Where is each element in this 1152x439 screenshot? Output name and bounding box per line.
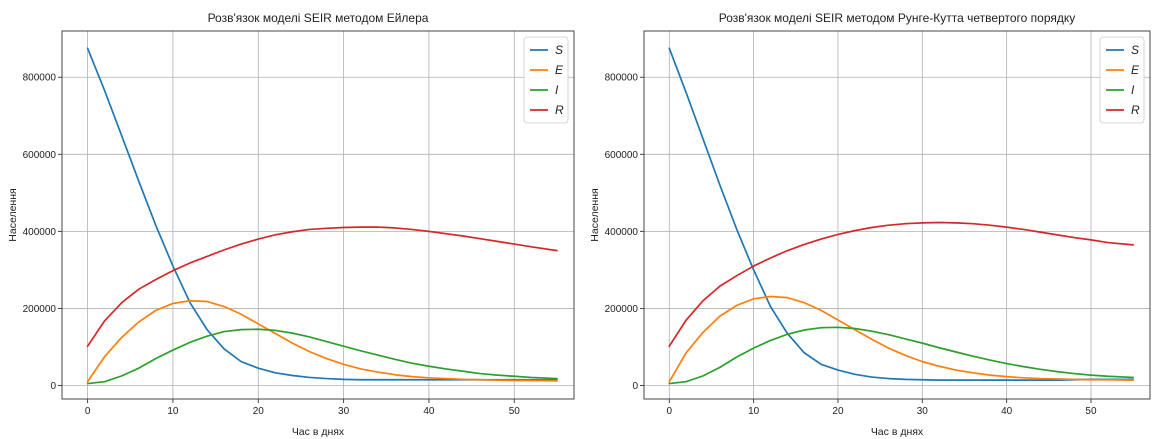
- series-line-E: [668, 295, 1134, 383]
- legend: SEIR: [523, 36, 569, 124]
- chart-title: Розв'язок моделі SEIR методом Ейлера: [208, 11, 429, 25]
- series-line-R: [86, 226, 558, 348]
- x-tick-label: 30: [917, 406, 929, 417]
- y-tick-label: 600000: [23, 150, 57, 161]
- x-tick-label: 10: [167, 406, 179, 417]
- legend-label-S: S: [555, 43, 563, 57]
- legend-label-E: E: [555, 63, 564, 77]
- y-tick-label: 0: [50, 381, 56, 392]
- chart-title: Розв'язок моделі SEIR методом Рунге-Кутт…: [719, 11, 1076, 25]
- x-tick-label: 10: [748, 406, 760, 417]
- y-axis-label: Населення: [7, 188, 19, 241]
- y-tick-label: 200000: [605, 304, 639, 315]
- legend-box: [523, 36, 569, 124]
- legend: SEIR: [1099, 36, 1145, 124]
- y-axis-label: Населення: [589, 188, 601, 241]
- series-line-E: [86, 299, 558, 383]
- y-tick-label: 800000: [23, 73, 57, 84]
- legend-box: [1099, 36, 1145, 124]
- legend-label-S: S: [1131, 43, 1139, 57]
- x-tick-label: 30: [338, 406, 350, 417]
- legend-label-R: R: [1131, 103, 1140, 117]
- series-line-S: [668, 47, 1134, 381]
- legend-label-I: I: [555, 83, 559, 97]
- x-tick-label: 20: [253, 406, 265, 417]
- legend-label-E: E: [1131, 63, 1140, 77]
- plot-frame: [643, 30, 1151, 400]
- legend-label-I: I: [1131, 83, 1135, 97]
- x-axis-label: Час в днях: [871, 426, 924, 438]
- x-tick-label: 20: [832, 406, 844, 417]
- y-tick-label: 200000: [23, 304, 57, 315]
- x-tick-label: 0: [85, 406, 91, 417]
- x-tick-label: 50: [1085, 406, 1097, 417]
- series-line-I: [86, 328, 558, 385]
- y-tick-label: 400000: [23, 227, 57, 238]
- series-line-I: [668, 326, 1134, 385]
- x-tick-label: 0: [667, 406, 673, 417]
- chart-panel-2: 0 10 20 30 40 50 0 200000 400000 600000 800000 Розв…: [589, 11, 1151, 438]
- chart-panel-1: 0 10 20 30 40 50 0 200000 400000 600000 800000 Розв…: [7, 11, 575, 438]
- y-tick-label: 800000: [605, 73, 639, 84]
- y-tick-label: 600000: [605, 150, 639, 161]
- x-tick-label: 40: [1001, 406, 1013, 417]
- y-tick-label: 0: [632, 381, 638, 392]
- legend-label-R: R: [555, 103, 564, 117]
- plot-frame: [61, 30, 575, 400]
- x-tick-label: 50: [509, 406, 521, 417]
- series-line-S: [86, 47, 558, 381]
- x-tick-label: 40: [423, 406, 435, 417]
- x-axis-label: Час в днях: [292, 426, 345, 438]
- series-line-R: [668, 221, 1134, 348]
- y-tick-label: 400000: [605, 227, 639, 238]
